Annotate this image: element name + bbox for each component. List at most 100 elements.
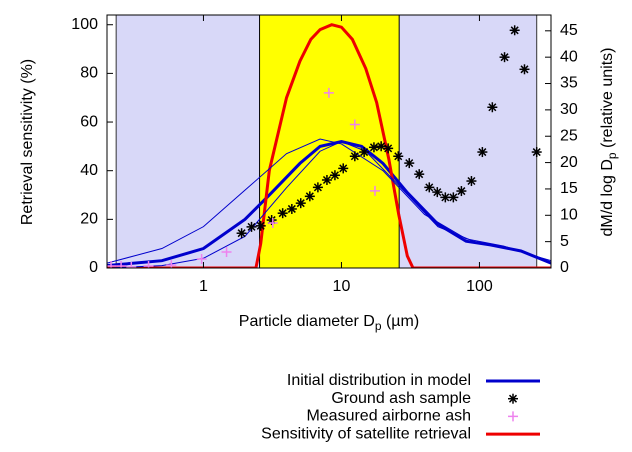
marker-stroke	[116, 261, 127, 268]
marker-stroke	[510, 26, 519, 35]
marker-stroke	[339, 164, 348, 173]
plot-frame	[106, 14, 552, 269]
marker	[519, 64, 530, 75]
marker	[393, 151, 404, 162]
marker	[369, 185, 380, 196]
marker-stroke	[107, 261, 117, 268]
marker	[368, 142, 379, 153]
marker	[107, 261, 117, 268]
marker-stroke	[425, 183, 434, 192]
marker-stroke	[237, 229, 246, 238]
bands	[115, 15, 538, 268]
marker-stroke	[449, 193, 458, 202]
y2-tick-label: 0	[560, 259, 569, 276]
marker	[267, 217, 278, 228]
marker	[166, 260, 177, 268]
marker	[487, 102, 498, 113]
legend-label: Ground ash sample	[331, 390, 471, 407]
marker-stroke	[287, 204, 296, 213]
series-line	[107, 138, 551, 264]
y2-tick-label: 5	[560, 233, 569, 250]
marker-stroke	[221, 246, 232, 257]
marker	[221, 246, 232, 257]
marker	[286, 203, 297, 214]
marker-stroke	[166, 260, 177, 268]
marker-stroke	[313, 183, 322, 192]
y2-tick-label: 25	[560, 127, 578, 144]
y-axis-label: Retrieval sensitivity (%)	[19, 59, 36, 225]
marker-stroke	[508, 411, 518, 422]
y2-tick-label: 45	[560, 22, 578, 39]
y-tick-label: 80	[80, 65, 98, 82]
marker	[329, 170, 340, 181]
marker-stroke	[323, 87, 334, 98]
x-tick-label: 1	[199, 278, 208, 295]
marker-stroke	[520, 65, 529, 74]
marker-stroke	[360, 148, 369, 157]
marker	[349, 119, 360, 130]
y2-tick-label: 15	[560, 180, 578, 197]
marker	[246, 221, 257, 232]
x-tick-label: 10	[333, 278, 351, 295]
y2-axis-label: dM/d log Dp (relative units)	[599, 48, 619, 237]
legend-label: Sensitivity of satellite retrieval	[261, 425, 471, 442]
legend-label: Initial distribution in model	[287, 372, 471, 389]
marker	[349, 151, 360, 162]
marker-stroke	[126, 262, 137, 268]
y2-tick-label: 35	[560, 75, 578, 92]
marker-stroke	[278, 209, 287, 218]
marker-stroke	[441, 193, 450, 202]
marker	[321, 174, 332, 185]
marker	[424, 182, 435, 193]
marker-stroke	[267, 217, 278, 228]
y-tick-label: 0	[89, 259, 98, 276]
marker	[404, 158, 415, 169]
marker	[414, 169, 425, 180]
marker	[509, 25, 520, 36]
marker	[236, 228, 247, 239]
marker-stroke	[330, 171, 339, 180]
y-tick-label: 100	[71, 16, 98, 33]
marker-stroke	[508, 394, 518, 403]
marker-stroke	[196, 253, 207, 264]
y2-tick-label: 20	[560, 154, 578, 171]
marker-stroke	[433, 188, 442, 197]
marker	[531, 147, 542, 158]
marker-stroke	[532, 148, 541, 157]
marker-stroke	[350, 152, 359, 161]
y2-tick-label: 10	[560, 207, 578, 224]
legend-label: Measured airborne ash	[306, 408, 471, 425]
marker	[196, 253, 207, 264]
marker	[432, 187, 443, 198]
y-tick-label: 60	[80, 113, 98, 130]
marker	[143, 261, 154, 268]
marker-stroke	[457, 187, 466, 196]
marker	[383, 143, 394, 154]
marker	[456, 186, 467, 197]
marker-stroke	[500, 53, 509, 62]
marker-stroke	[384, 144, 393, 153]
curves	[107, 23, 551, 268]
marker	[338, 163, 349, 174]
marker	[304, 191, 315, 202]
y-tick-label: 40	[80, 162, 98, 179]
marker	[277, 208, 288, 219]
marker-stroke	[467, 177, 476, 186]
series-line	[107, 23, 551, 268]
marker-stroke	[369, 143, 378, 152]
x-tick-label: 100	[466, 278, 493, 295]
marker	[255, 220, 266, 231]
marker	[376, 141, 387, 152]
marker-stroke	[488, 103, 497, 112]
marker	[323, 87, 334, 98]
marker-stroke	[305, 192, 314, 201]
marker-stroke	[394, 152, 403, 161]
marker	[116, 261, 127, 268]
marker-stroke	[415, 170, 424, 179]
marker	[477, 147, 488, 158]
marker-stroke	[369, 185, 380, 196]
y-tick-label: 20	[80, 211, 98, 228]
marker-stroke	[247, 222, 256, 231]
marker-stroke	[405, 159, 414, 168]
